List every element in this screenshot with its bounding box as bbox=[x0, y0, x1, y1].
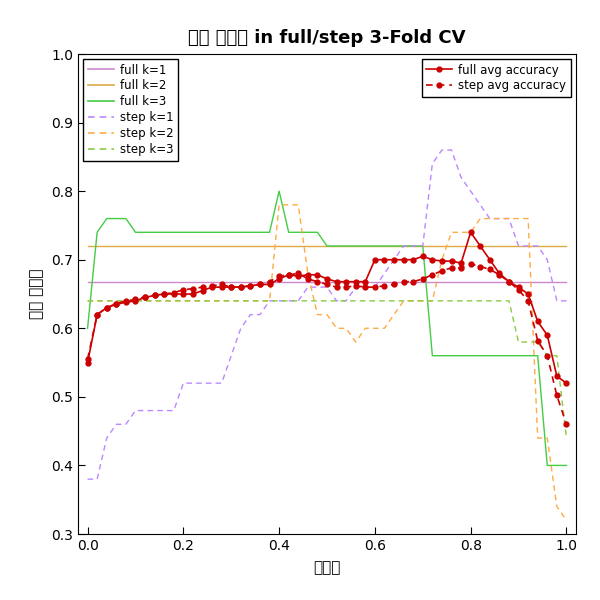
full k=1 bbox=[563, 279, 570, 286]
Line: step k=2: step k=2 bbox=[88, 205, 566, 520]
full k=3 bbox=[563, 462, 570, 469]
step k=2 bbox=[439, 256, 446, 263]
full k=1 bbox=[227, 279, 235, 286]
full avg accuracy bbox=[190, 290, 197, 298]
Line: full k=3: full k=3 bbox=[88, 191, 566, 466]
step k=1 bbox=[227, 352, 235, 359]
full avg accuracy bbox=[84, 359, 91, 366]
step avg accuracy bbox=[563, 421, 570, 428]
step avg accuracy bbox=[400, 278, 407, 285]
step k=2 bbox=[237, 297, 244, 304]
full avg accuracy bbox=[553, 373, 560, 380]
full k=3 bbox=[237, 229, 244, 236]
Y-axis label: 분류 정확도: 분류 정확도 bbox=[29, 269, 44, 319]
full avg accuracy bbox=[400, 256, 407, 263]
step avg accuracy bbox=[429, 271, 436, 278]
step k=3 bbox=[84, 297, 91, 304]
step k=1 bbox=[553, 297, 560, 304]
full k=2 bbox=[237, 242, 244, 250]
full k=3 bbox=[84, 325, 91, 332]
full k=2 bbox=[190, 242, 197, 250]
full k=2 bbox=[429, 242, 436, 250]
full k=3 bbox=[553, 462, 560, 469]
Line: full avg accuracy: full avg accuracy bbox=[85, 230, 569, 386]
step avg accuracy bbox=[553, 392, 560, 399]
full k=1 bbox=[84, 279, 91, 286]
step avg accuracy bbox=[227, 284, 235, 291]
step k=2 bbox=[553, 503, 560, 510]
X-axis label: 임계치: 임계치 bbox=[313, 560, 341, 575]
step k=2 bbox=[410, 297, 417, 304]
Line: step k=1: step k=1 bbox=[88, 150, 566, 479]
step k=3 bbox=[227, 297, 235, 304]
Title: 분류 정확도 in full/step 3-Fold CV: 분류 정확도 in full/step 3-Fold CV bbox=[188, 29, 466, 47]
step k=3 bbox=[553, 352, 560, 359]
full k=1 bbox=[190, 279, 197, 286]
full k=3 bbox=[190, 229, 197, 236]
step k=3 bbox=[190, 297, 197, 304]
full avg accuracy bbox=[563, 380, 570, 387]
step k=1 bbox=[439, 146, 446, 154]
step k=2 bbox=[190, 297, 197, 304]
full avg accuracy bbox=[429, 256, 436, 263]
Line: step avg accuracy: step avg accuracy bbox=[85, 262, 569, 427]
step k=1 bbox=[400, 242, 407, 250]
full k=3 bbox=[275, 188, 283, 195]
full k=1 bbox=[237, 279, 244, 286]
full avg accuracy bbox=[227, 284, 235, 291]
step avg accuracy bbox=[467, 260, 474, 268]
full k=2 bbox=[227, 242, 235, 250]
full k=3 bbox=[439, 352, 446, 359]
full k=1 bbox=[400, 279, 407, 286]
step k=1 bbox=[190, 380, 197, 387]
step avg accuracy bbox=[84, 356, 91, 363]
step k=3 bbox=[400, 297, 407, 304]
full k=1 bbox=[553, 279, 560, 286]
full k=1 bbox=[429, 279, 436, 286]
full k=2 bbox=[563, 242, 570, 250]
step k=1 bbox=[84, 476, 91, 483]
Line: step k=3: step k=3 bbox=[88, 301, 566, 438]
step k=1 bbox=[237, 325, 244, 332]
full k=3 bbox=[410, 242, 417, 250]
full k=2 bbox=[400, 242, 407, 250]
step k=2 bbox=[84, 297, 91, 304]
step k=1 bbox=[563, 297, 570, 304]
full avg accuracy bbox=[237, 284, 244, 291]
step k=2 bbox=[563, 517, 570, 524]
full avg accuracy bbox=[467, 229, 474, 236]
full k=2 bbox=[84, 242, 91, 250]
step avg accuracy bbox=[190, 285, 197, 292]
step k=3 bbox=[429, 297, 436, 304]
Legend: full avg accuracy, step avg accuracy: full avg accuracy, step avg accuracy bbox=[422, 59, 571, 97]
full k=3 bbox=[227, 229, 235, 236]
step k=3 bbox=[237, 297, 244, 304]
step avg accuracy bbox=[237, 284, 244, 291]
step k=2 bbox=[275, 201, 283, 208]
full k=2 bbox=[553, 242, 560, 250]
step k=2 bbox=[227, 297, 235, 304]
step k=1 bbox=[429, 160, 436, 167]
step k=3 bbox=[563, 434, 570, 442]
full k=3 bbox=[544, 462, 551, 469]
